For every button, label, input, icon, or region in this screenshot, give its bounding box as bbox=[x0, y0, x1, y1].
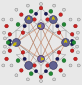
Circle shape bbox=[62, 74, 65, 77]
Circle shape bbox=[34, 12, 38, 15]
Circle shape bbox=[25, 62, 33, 69]
Circle shape bbox=[12, 39, 20, 46]
Circle shape bbox=[8, 39, 11, 42]
Circle shape bbox=[21, 51, 25, 54]
Circle shape bbox=[33, 64, 36, 67]
Circle shape bbox=[74, 57, 77, 61]
Circle shape bbox=[8, 32, 12, 36]
Circle shape bbox=[53, 78, 56, 81]
Circle shape bbox=[70, 32, 74, 36]
Circle shape bbox=[49, 16, 57, 23]
Circle shape bbox=[20, 69, 23, 72]
Circle shape bbox=[20, 13, 23, 16]
Circle shape bbox=[49, 72, 53, 76]
Circle shape bbox=[15, 8, 18, 11]
Circle shape bbox=[57, 31, 61, 34]
Circle shape bbox=[56, 24, 59, 28]
Circle shape bbox=[46, 18, 49, 21]
Circle shape bbox=[21, 31, 25, 34]
Circle shape bbox=[46, 64, 49, 67]
Circle shape bbox=[25, 16, 33, 23]
Circle shape bbox=[44, 12, 48, 15]
Circle shape bbox=[6, 41, 10, 44]
Circle shape bbox=[49, 62, 57, 69]
Circle shape bbox=[26, 4, 29, 7]
Circle shape bbox=[2, 18, 5, 21]
Circle shape bbox=[53, 4, 56, 7]
Circle shape bbox=[15, 74, 18, 77]
Circle shape bbox=[38, 23, 44, 30]
Circle shape bbox=[29, 9, 33, 13]
Circle shape bbox=[3, 31, 6, 34]
Circle shape bbox=[10, 18, 13, 21]
Circle shape bbox=[5, 24, 8, 28]
Circle shape bbox=[49, 9, 53, 13]
Circle shape bbox=[39, 75, 43, 79]
Circle shape bbox=[76, 37, 79, 40]
Circle shape bbox=[62, 8, 65, 11]
Circle shape bbox=[23, 24, 26, 28]
Circle shape bbox=[5, 57, 8, 61]
Circle shape bbox=[62, 39, 70, 46]
Circle shape bbox=[62, 59, 66, 62]
Circle shape bbox=[16, 23, 20, 26]
Circle shape bbox=[76, 45, 79, 48]
Circle shape bbox=[76, 51, 79, 54]
Circle shape bbox=[70, 49, 74, 53]
Circle shape bbox=[77, 18, 80, 21]
Circle shape bbox=[57, 51, 61, 54]
Circle shape bbox=[33, 18, 36, 21]
Circle shape bbox=[3, 45, 6, 48]
Circle shape bbox=[38, 55, 44, 62]
Circle shape bbox=[2, 64, 5, 67]
Circle shape bbox=[44, 70, 48, 73]
Circle shape bbox=[71, 39, 74, 42]
Circle shape bbox=[69, 64, 72, 67]
Circle shape bbox=[3, 37, 6, 40]
Circle shape bbox=[59, 13, 62, 16]
Circle shape bbox=[62, 23, 66, 26]
Circle shape bbox=[26, 78, 29, 81]
Circle shape bbox=[10, 64, 13, 67]
Circle shape bbox=[8, 42, 11, 46]
Circle shape bbox=[34, 70, 38, 73]
Circle shape bbox=[59, 69, 62, 72]
Circle shape bbox=[40, 80, 42, 83]
Circle shape bbox=[3, 51, 6, 54]
Circle shape bbox=[69, 18, 72, 21]
Circle shape bbox=[76, 31, 79, 34]
Circle shape bbox=[71, 42, 74, 46]
Circle shape bbox=[29, 72, 33, 76]
Circle shape bbox=[23, 57, 26, 61]
Circle shape bbox=[16, 59, 20, 62]
Circle shape bbox=[72, 41, 76, 44]
Circle shape bbox=[77, 64, 80, 67]
Circle shape bbox=[56, 57, 59, 61]
Circle shape bbox=[39, 6, 43, 10]
Circle shape bbox=[8, 49, 12, 53]
Circle shape bbox=[40, 2, 42, 5]
Circle shape bbox=[74, 24, 77, 28]
